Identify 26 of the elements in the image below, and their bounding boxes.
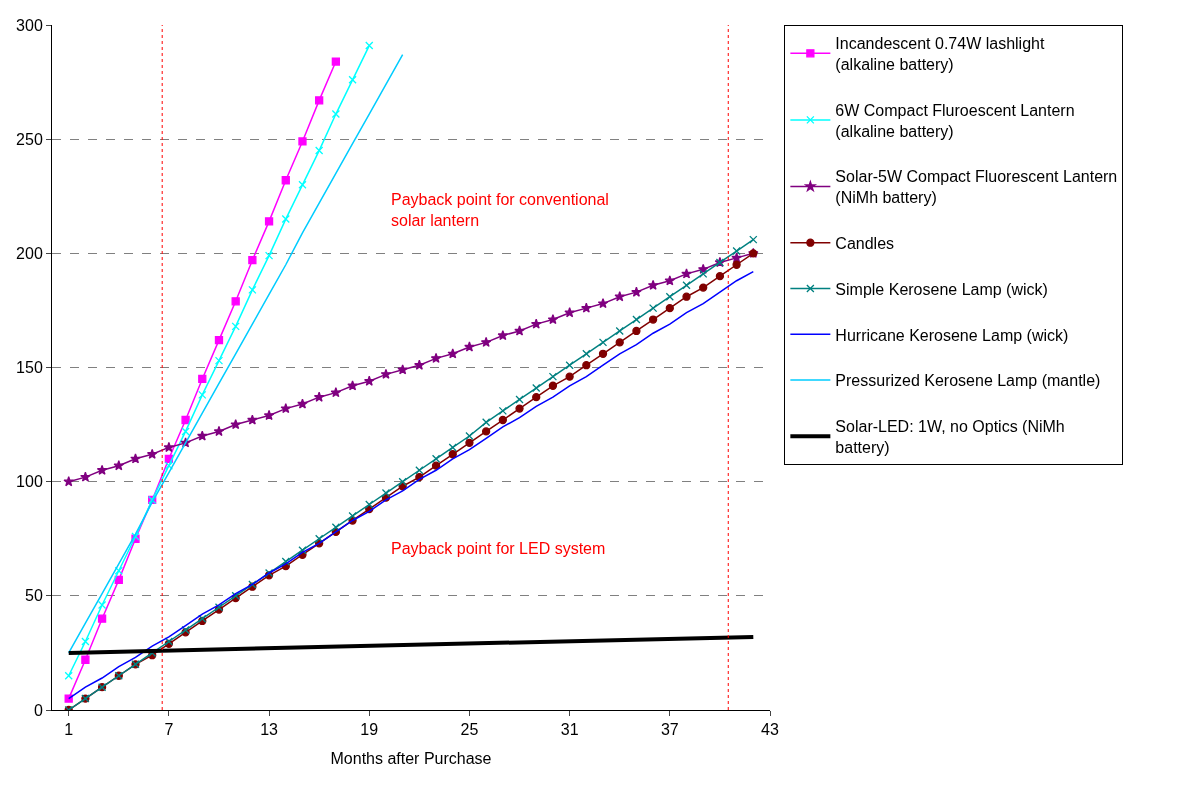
annotation: Payback point for conventional solar lantern (391, 191, 609, 229)
annotation: Payback point for LED system (391, 540, 606, 557)
x-tick-label: 25 (460, 721, 479, 739)
x-tick-label: 1 (64, 721, 74, 739)
legend-label: Solar-5W Compact Fluorescent Lantern (NiMh battery) (835, 168, 1118, 207)
x-tick-label: 37 (660, 721, 679, 739)
x-axis-title: Months after Purchase (330, 749, 492, 767)
y-tick-label: 0 (33, 701, 43, 719)
y-tick-label: 50 (25, 587, 43, 605)
legend-label: Simple Kerosene Lamp (wick) (835, 280, 1048, 298)
y-tick-label: 300 (16, 16, 43, 34)
y-tick-label: 100 (16, 473, 43, 491)
y-tick-label: 250 (16, 130, 43, 148)
legend-label: Hurricane Kerosene Lamp (wick) (835, 326, 1069, 344)
legend-label: Pressurized Kerosene Lamp (mantle) (835, 372, 1101, 390)
legend-label: 6W Compact Fluroescent Lantern (alkaline battery) (835, 101, 1075, 140)
legend-label: Solar-LED: 1W, no Optics (NiMh battery) (835, 418, 1065, 456)
legend-label: Incandescent 0.74W lashlight (alkaline battery) (835, 35, 1045, 73)
x-tick-label: 31 (560, 721, 579, 739)
y-tick-label: 150 (16, 359, 43, 377)
legend-label: Candles (835, 234, 895, 252)
x-tick-label: 43 (761, 721, 779, 739)
y-tick-label: 200 (16, 244, 43, 262)
x-tick-label: 19 (360, 721, 379, 739)
x-tick-label: 7 (164, 721, 174, 739)
x-tick-label: 13 (260, 721, 279, 739)
